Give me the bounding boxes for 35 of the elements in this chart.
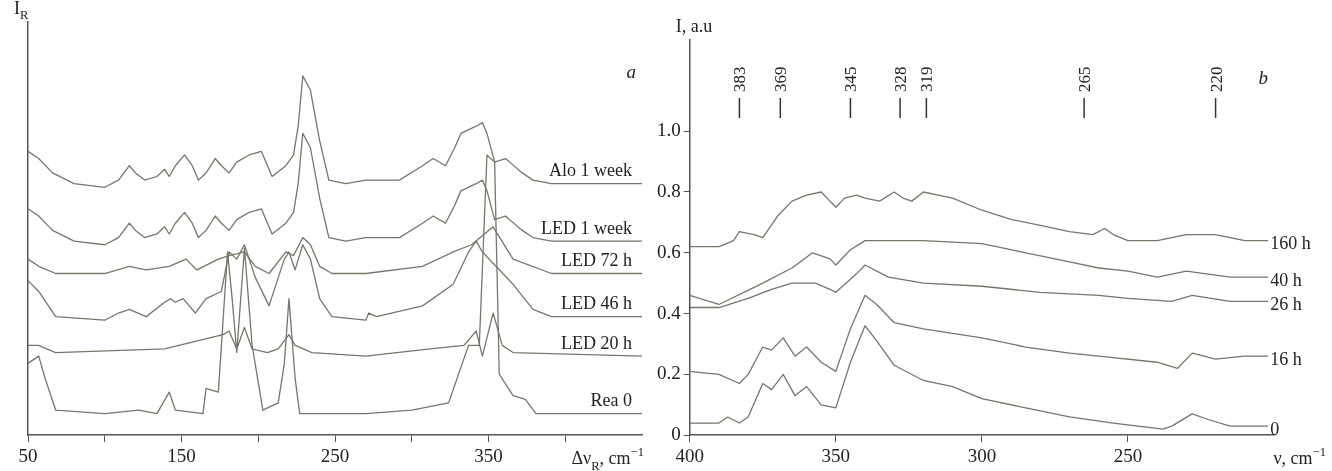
series-label: LED 1 week (541, 217, 632, 238)
x-tick-label: 300 (967, 444, 997, 466)
x-tick-label: 150 (167, 444, 196, 466)
x-tick-label: 350 (474, 444, 503, 466)
series-label: 26 h (1270, 294, 1302, 315)
y-tick-label: 0.4 (657, 301, 682, 323)
ref-line-label: 383 (730, 66, 750, 92)
y-tick-label: 0.8 (657, 179, 681, 201)
series-label: LED 72 h (561, 250, 632, 271)
y-tick-label: 0 (671, 423, 681, 445)
series-label: 16 h (1270, 348, 1302, 369)
ref-line-label: 220 (1206, 66, 1226, 92)
y-axis-title: I, a.u (675, 16, 713, 36)
ref-line-label: 265 (1075, 66, 1095, 92)
ref-line-label: 319 (917, 66, 937, 92)
x-tick-label: 250 (320, 444, 350, 466)
x-tick-label: 250 (1113, 444, 1143, 466)
ref-line-label: 369 (771, 66, 791, 92)
series-label: Alo 1 week (549, 160, 632, 181)
series-label: LED 46 h (561, 293, 632, 314)
x-tick-label: 50 (18, 444, 38, 466)
chart-title: a (626, 61, 636, 82)
series-label: 40 h (1270, 269, 1302, 290)
y-tick-label: 0.6 (657, 240, 681, 262)
text: b (1258, 67, 1268, 88)
x-tick-label: 400 (675, 444, 704, 466)
series-label: 160 h (1270, 233, 1311, 254)
ref-line-label: 328 (891, 66, 911, 92)
series-label: LED 20 h (561, 332, 632, 353)
y-tick-label: 0.2 (657, 362, 681, 384)
y-tick-label: 1.0 (657, 119, 681, 141)
series-label: Rea 0 (590, 390, 632, 411)
series-label: 0 (1270, 418, 1280, 439)
ref-line-label: 345 (841, 66, 861, 92)
x-tick-label: 350 (821, 444, 851, 466)
